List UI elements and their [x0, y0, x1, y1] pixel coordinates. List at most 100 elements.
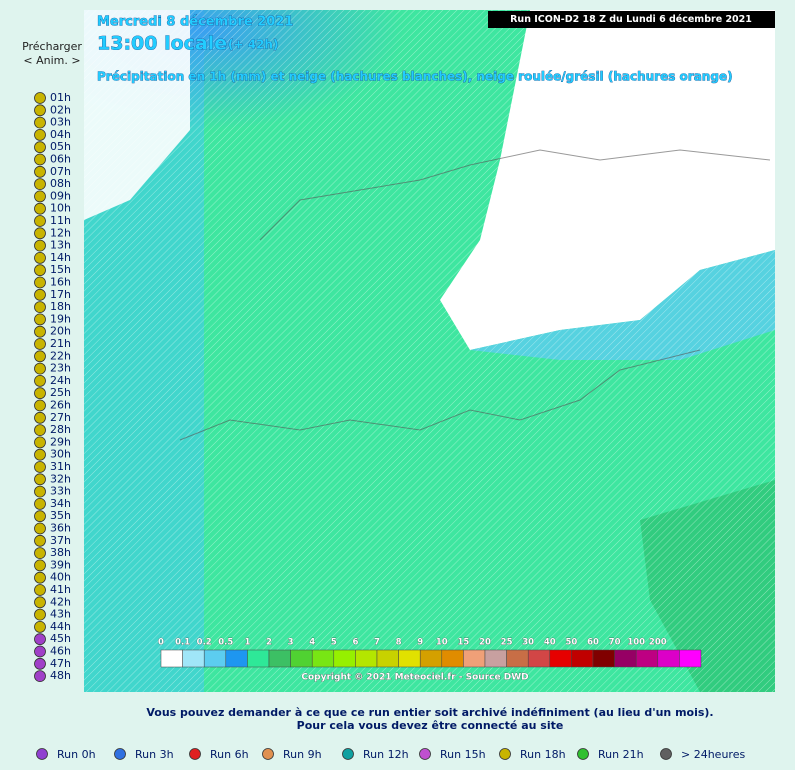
hour-link[interactable]: 41h [50, 583, 71, 596]
hour-link[interactable]: 30h [50, 448, 71, 461]
anim-link[interactable]: < Anim. > [23, 54, 80, 67]
hour-link[interactable]: 11h [50, 214, 71, 227]
hour-link[interactable]: 44h [50, 620, 71, 633]
hour-link[interactable]: 22h [50, 349, 71, 362]
hour-link[interactable]: 18h [50, 300, 71, 313]
hour-link[interactable]: 24h [50, 374, 71, 387]
run-dot[interactable] [114, 748, 126, 760]
hour-link[interactable]: 08h [50, 177, 71, 190]
hour-link[interactable]: 09h [50, 189, 71, 202]
hour-dot[interactable] [34, 288, 46, 301]
hour-link[interactable]: 40h [50, 571, 71, 584]
run-dot[interactable] [419, 748, 431, 760]
hour-dot[interactable] [34, 313, 46, 326]
run-dot[interactable] [342, 748, 354, 760]
hour-link[interactable]: 33h [50, 485, 71, 498]
hour-dot[interactable] [34, 325, 46, 338]
hour-dot[interactable] [34, 621, 46, 633]
hour-link[interactable]: 13h [50, 239, 71, 252]
hour-link[interactable]: 45h [50, 632, 71, 645]
hour-link[interactable]: 17h [50, 288, 71, 301]
hour-dot[interactable] [34, 387, 46, 400]
hour-link[interactable]: 42h [50, 595, 71, 608]
run-link[interactable]: Run 0h [57, 748, 96, 761]
hour-link[interactable]: 36h [50, 522, 71, 535]
hour-link[interactable]: 32h [50, 472, 71, 485]
hour-link[interactable]: 31h [50, 460, 71, 473]
run-link[interactable]: Run 6h [210, 748, 249, 761]
hour-dot[interactable] [34, 461, 46, 473]
hour-link[interactable]: 27h [50, 411, 71, 424]
hour-dot[interactable] [34, 670, 46, 682]
hour-link[interactable]: 01h [50, 91, 71, 104]
hour-dot[interactable] [34, 104, 46, 117]
hour-link[interactable]: 29h [50, 435, 71, 448]
hour-dot[interactable] [34, 141, 46, 154]
hour-dot[interactable] [34, 399, 46, 412]
hour-link[interactable]: 28h [50, 423, 71, 436]
hour-link[interactable]: 20h [50, 325, 71, 338]
hour-link[interactable]: 21h [50, 337, 71, 350]
hour-link[interactable]: 48h [50, 669, 71, 682]
hour-dot[interactable] [34, 92, 46, 104]
hour-dot[interactable] [34, 645, 46, 658]
hour-link[interactable]: 39h [50, 558, 71, 571]
hour-link[interactable]: 10h [50, 202, 71, 215]
hour-link[interactable]: 06h [50, 153, 71, 166]
hour-link[interactable]: 16h [50, 276, 71, 289]
hour-link[interactable]: 05h [50, 140, 71, 153]
hour-dot[interactable] [34, 374, 46, 387]
hour-link[interactable]: 38h [50, 546, 71, 559]
run-link[interactable]: Run 3h [135, 748, 174, 761]
hour-dot[interactable] [34, 547, 46, 559]
run-dot[interactable] [499, 748, 511, 760]
hour-link[interactable]: 47h [50, 657, 71, 670]
hour-link[interactable]: 04h [50, 128, 71, 141]
hour-link[interactable]: 46h [50, 645, 71, 658]
hour-dot[interactable] [34, 276, 46, 289]
hour-link[interactable]: 19h [50, 312, 71, 325]
hour-link[interactable]: 35h [50, 509, 71, 522]
hour-dot[interactable] [34, 338, 46, 350]
hour-dot[interactable] [34, 153, 46, 166]
run-dot[interactable] [262, 748, 274, 760]
hour-dot[interactable] [34, 584, 46, 596]
hour-dot[interactable] [34, 215, 46, 227]
hour-dot[interactable] [34, 239, 46, 252]
hour-link[interactable]: 26h [50, 399, 71, 412]
hour-dot[interactable] [34, 657, 46, 670]
run-dot[interactable] [660, 748, 672, 760]
hour-dot[interactable] [34, 633, 46, 646]
hour-dot[interactable] [34, 190, 46, 203]
hour-dot[interactable] [34, 436, 46, 449]
hour-dot[interactable] [34, 165, 46, 178]
hour-dot[interactable] [34, 178, 46, 191]
hour-dot[interactable] [34, 571, 46, 584]
hour-dot[interactable] [34, 350, 46, 363]
hour-dot[interactable] [34, 424, 46, 437]
hour-link[interactable]: 23h [50, 362, 71, 375]
run-link[interactable]: Run 9h [283, 748, 322, 761]
hour-dot[interactable] [34, 301, 46, 314]
hour-link[interactable]: 02h [50, 103, 71, 116]
hour-link[interactable]: 07h [50, 165, 71, 178]
run-link[interactable]: Run 15h [440, 748, 486, 761]
hour-dot[interactable] [34, 497, 46, 510]
hour-dot[interactable] [34, 522, 46, 535]
hour-dot[interactable] [34, 559, 46, 572]
hour-link[interactable]: 43h [50, 608, 71, 621]
hour-dot[interactable] [34, 128, 46, 141]
hour-link[interactable]: 25h [50, 386, 71, 399]
hour-dot[interactable] [34, 534, 46, 547]
preload-link[interactable]: Précharger [22, 40, 82, 53]
run-dot[interactable] [36, 748, 48, 760]
hour-dot[interactable] [34, 362, 46, 375]
hour-link[interactable]: 34h [50, 497, 71, 510]
hour-dot[interactable] [34, 116, 46, 129]
hour-link[interactable]: 14h [50, 251, 71, 264]
hour-dot[interactable] [34, 251, 46, 264]
run-link[interactable]: Run 21h [598, 748, 644, 761]
run-link[interactable]: > 24heures [681, 748, 745, 761]
hour-dot[interactable] [34, 608, 46, 621]
hour-dot[interactable] [34, 596, 46, 609]
